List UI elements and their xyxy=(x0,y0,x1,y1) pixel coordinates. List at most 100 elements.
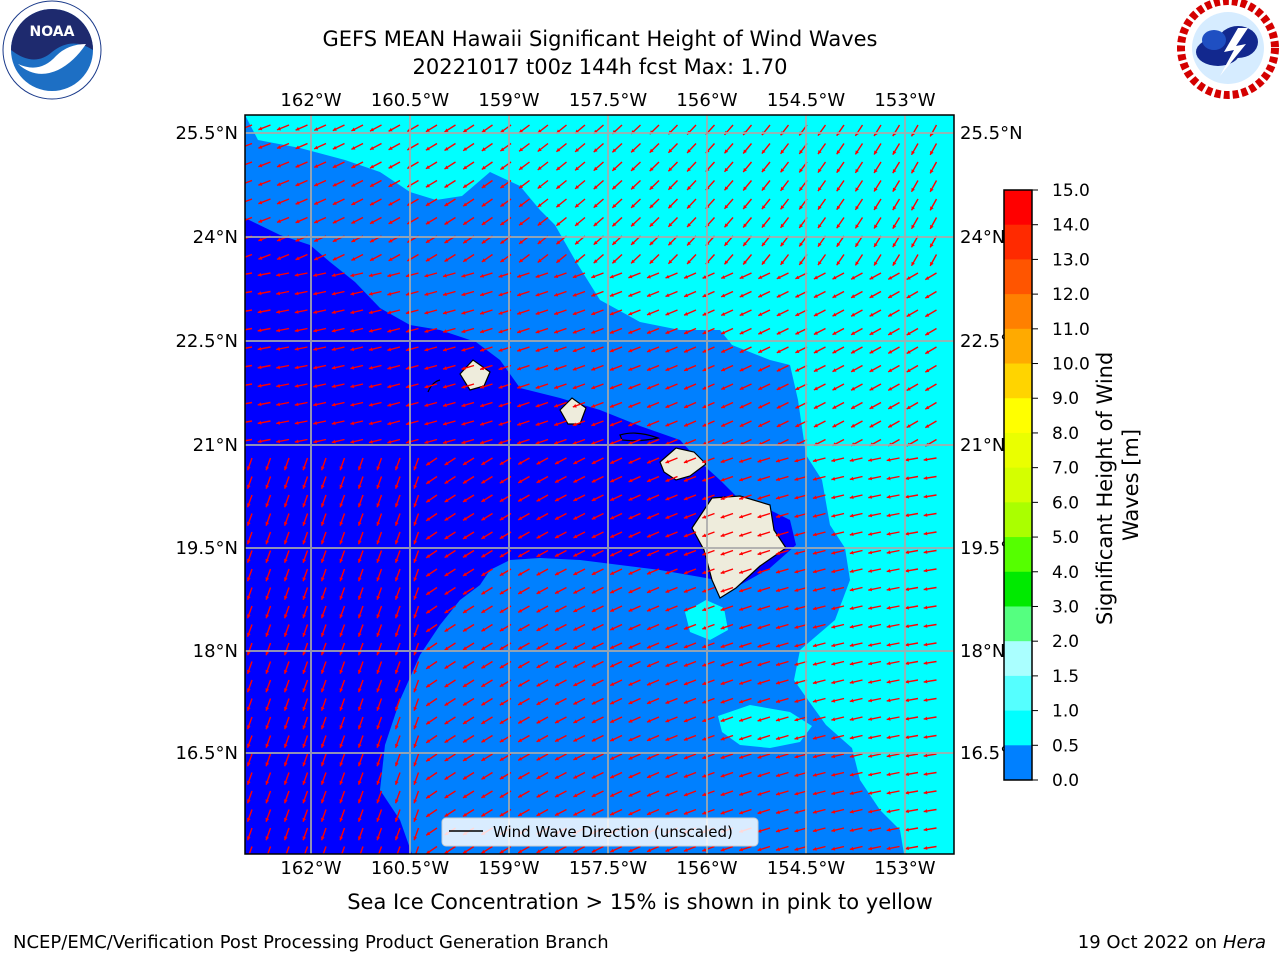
wind-wave-arrowhead xyxy=(813,349,818,354)
wind-wave-arrowhead xyxy=(284,521,288,526)
wind-wave-arrowhead xyxy=(905,624,909,629)
wind-wave-arrowhead xyxy=(647,589,651,593)
wind-wave-arrowhead xyxy=(572,348,577,353)
wind-wave-arrowhead xyxy=(831,532,836,537)
wind-wave-arrowhead xyxy=(649,185,654,190)
wind-wave-arrowhead xyxy=(869,312,874,317)
wind-wave-arrowhead xyxy=(370,183,374,187)
wind-wave-arrowhead xyxy=(555,590,559,594)
wind-wave-arrowhead xyxy=(395,595,399,600)
wind-wave-arrowhead xyxy=(743,223,747,228)
wind-wave-arrowhead xyxy=(868,624,873,629)
wind-wave-arrowhead xyxy=(405,292,410,296)
wind-wave-arrowhead xyxy=(868,550,873,555)
wind-wave-arrowhead xyxy=(313,384,318,388)
wind-wave-arrowhead xyxy=(444,739,449,743)
wind-wave-arrowhead xyxy=(518,812,523,816)
wind-wave-arrowhead xyxy=(868,476,873,481)
wind-wave-arrowhead xyxy=(665,718,670,723)
wind-wave-arrowhead xyxy=(295,164,300,168)
wind-wave-arrowhead xyxy=(481,498,486,502)
wind-wave-arrowhead xyxy=(314,256,319,261)
wind-wave-arrowhead xyxy=(832,368,837,372)
wind-wave-arrowhead xyxy=(812,773,817,777)
wind-wave-arrowhead xyxy=(463,664,467,669)
wind-wave-arrowhead xyxy=(905,568,909,573)
wind-wave-arrowhead xyxy=(481,812,486,817)
wind-wave-arrowhead xyxy=(499,479,504,484)
wind-wave-arrowhead xyxy=(405,384,410,389)
wind-wave-arrowhead xyxy=(321,632,325,637)
lat-label-right: 18°N xyxy=(960,641,1005,662)
wind-wave-arrowhead xyxy=(743,260,747,265)
wind-wave-arrowhead xyxy=(395,688,399,693)
wind-wave-arrowhead xyxy=(795,405,800,409)
wind-wave-arrowhead xyxy=(239,421,243,425)
wind-wave-arrowhead xyxy=(591,478,596,483)
wind-wave-arrowhead xyxy=(426,850,431,854)
wind-wave-arrowhead xyxy=(743,186,747,191)
wind-wave-arrowhead xyxy=(628,422,633,427)
wind-wave-arrowhead xyxy=(757,847,762,852)
wind-wave-arrowhead xyxy=(739,847,744,852)
wind-wave-arrowhead xyxy=(358,706,362,711)
wind-wave-arrowhead xyxy=(395,725,399,730)
wind-wave-arrowhead xyxy=(405,347,410,352)
wind-wave-arrowhead xyxy=(923,753,928,758)
wind-wave-arrowhead xyxy=(339,743,344,748)
wind-wave-arrowhead xyxy=(332,219,337,224)
wind-wave-arrows xyxy=(239,124,938,854)
lon-label-bottom: 157.5°W xyxy=(569,858,648,879)
wind-wave-arrowhead xyxy=(426,683,431,688)
wind-wave-arrowhead xyxy=(869,423,874,428)
wind-wave-arrowhead xyxy=(575,185,579,189)
wind-wave-arrowhead xyxy=(555,534,559,539)
wind-wave-arrowhead xyxy=(721,330,726,335)
colorbar-tick-label: 1.5 xyxy=(1052,667,1079,687)
wind-wave-arrowhead xyxy=(321,577,325,582)
wind-wave-arrowhead xyxy=(265,780,270,785)
wind-wave-arrowhead xyxy=(888,331,893,335)
wind-wave-arrowhead xyxy=(649,222,654,227)
wind-wave-arrowhead xyxy=(376,558,381,563)
wind-wave-arrowhead xyxy=(683,515,688,519)
wind-wave-arrowhead xyxy=(683,496,688,501)
wind-wave-arrowhead xyxy=(869,275,874,280)
wind-wave-arrowhead xyxy=(799,205,803,210)
wind-wave-arrowhead xyxy=(647,422,651,427)
wind-wave-arrowhead xyxy=(368,310,373,315)
wind-wave-arrowhead xyxy=(593,240,598,245)
wind-wave-arrowhead xyxy=(481,258,486,262)
wind-wave-arrowhead xyxy=(849,698,854,703)
wind-wave-arrowhead xyxy=(573,534,578,538)
wind-wave-arrowhead xyxy=(573,553,578,557)
wind-wave-arrow xyxy=(304,846,309,854)
wind-wave-arrowhead xyxy=(518,590,523,594)
wind-wave-arrowhead xyxy=(339,651,344,656)
wind-wave-arrowhead xyxy=(684,312,689,316)
wind-wave-arrowhead xyxy=(743,149,747,154)
wind-wave-arrowhead xyxy=(426,498,431,503)
wind-wave-arrowhead xyxy=(332,164,337,168)
colorbar-tick-label: 4.0 xyxy=(1052,563,1079,583)
wind-wave-arrowhead xyxy=(481,572,486,576)
wind-wave-arrowhead xyxy=(481,239,486,244)
wind-wave-arrowhead xyxy=(376,577,381,582)
wind-wave-arrowhead xyxy=(720,477,725,482)
wind-wave-arrowhead xyxy=(628,663,633,668)
wind-wave-arrowhead xyxy=(647,478,651,482)
wind-wave-arrow xyxy=(245,179,253,184)
wind-wave-arrowhead xyxy=(758,275,763,279)
wind-wave-arrowhead xyxy=(240,182,244,186)
wind-wave-arrowhead xyxy=(794,736,799,740)
wind-wave-arrowhead xyxy=(555,793,559,798)
wind-wave-arrowhead xyxy=(836,168,841,173)
map-fill xyxy=(245,115,954,854)
wind-wave-arrowhead xyxy=(869,294,874,298)
wind-wave-arrowhead xyxy=(573,627,578,631)
wind-wave-arrowhead xyxy=(905,827,909,832)
wind-wave-arrowhead xyxy=(331,328,336,333)
wind-wave-arrowhead xyxy=(610,719,615,723)
wind-wave-arrowhead xyxy=(339,558,344,563)
nws-logo xyxy=(1177,0,1279,99)
